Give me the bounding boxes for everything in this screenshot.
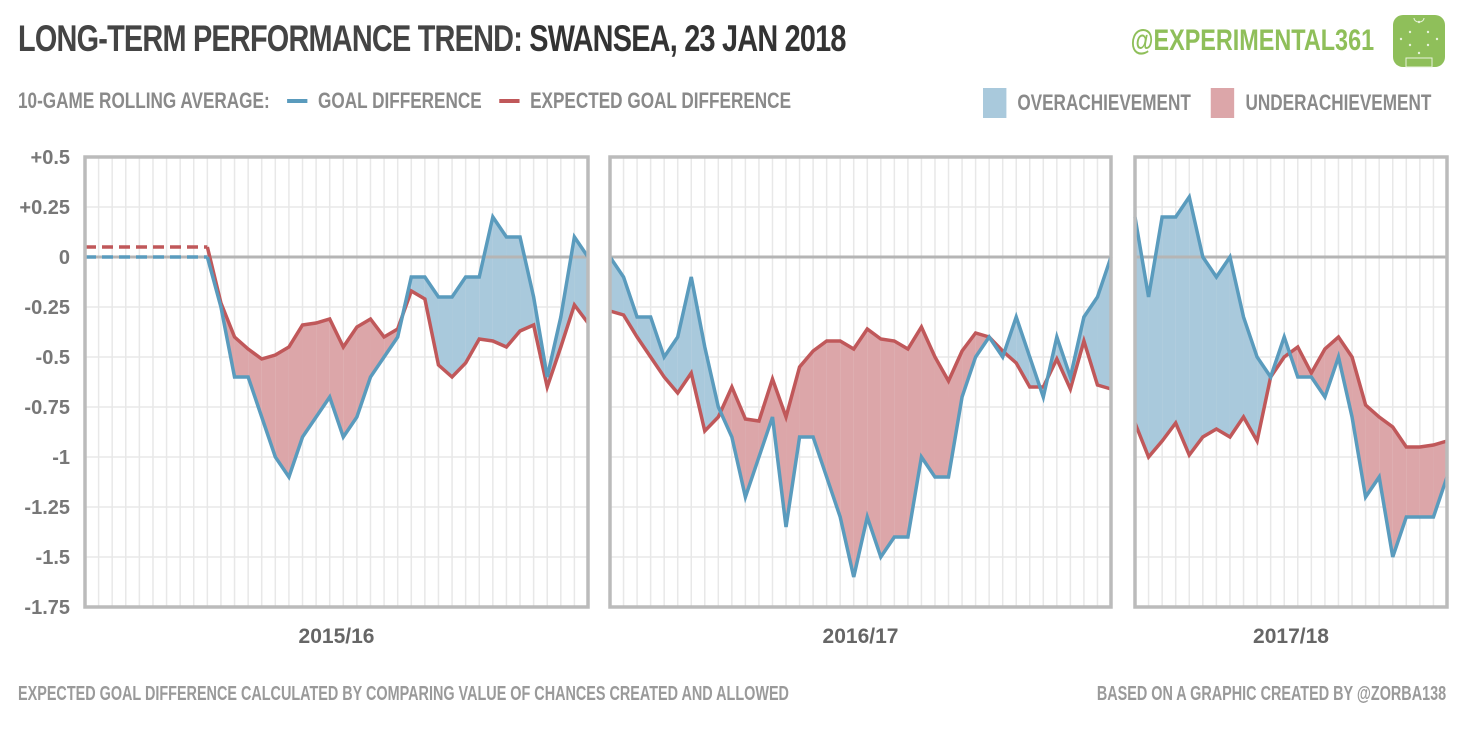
panel-frame — [1133, 155, 1449, 609]
overachievement-area — [637, 317, 651, 357]
overachievement-area — [677, 277, 692, 393]
underachievement-area — [921, 327, 935, 477]
overachievement-area — [1083, 297, 1098, 385]
underachievement-area — [329, 319, 344, 437]
goal-difference-line — [608, 256, 1113, 578]
legend-underachievement: UNDERACHIEVEMENT — [1245, 90, 1432, 115]
football-pitch-icon — [1393, 15, 1445, 68]
overachievement-area — [610, 257, 624, 315]
goal-difference-swatch — [286, 99, 308, 103]
underachievement-area — [907, 327, 922, 537]
footer-credit: BASED ON A GRAPHIC CREATED BY @ZORBA138 — [1096, 683, 1446, 705]
underachievement-area — [1406, 447, 1420, 517]
overachievement-area — [1175, 197, 1190, 455]
panel-frame — [83, 155, 590, 609]
overachievement-area — [691, 277, 705, 431]
underachievement-area — [934, 357, 949, 477]
overachievement-area — [492, 217, 507, 347]
season-label: 2016/17 — [823, 625, 899, 648]
y-tick-label: -0.5 — [36, 347, 70, 369]
underachievement-area — [880, 339, 895, 557]
underachievement-area — [799, 351, 814, 437]
y-tick-label: -1.5 — [36, 547, 70, 569]
y-tick-label: -1.75 — [24, 597, 70, 619]
underachievement-area — [720, 387, 732, 437]
season-label: 2015/16 — [299, 625, 375, 648]
underachievement-area — [840, 341, 854, 577]
panel-2017-18: 2017/18 — [1133, 155, 1449, 648]
y-tick-label: +0.25 — [19, 197, 70, 219]
overachievement-area — [452, 277, 466, 377]
underachievement-area — [1433, 441, 1447, 517]
overachievement-area — [411, 277, 425, 299]
title-prefix: LONG-TERM PERFORMANCE TREND: — [18, 18, 530, 59]
legend-expected-goal-difference: EXPECTED GOAL DIFFERENCE — [530, 88, 792, 113]
expected-goal-difference-line — [205, 246, 590, 394]
overachievement-area — [1202, 257, 1217, 437]
expected-goal-difference-swatch — [498, 99, 520, 103]
legend-lines: 10-GAME ROLLING AVERAGE: GOAL DIFFERENCE… — [18, 88, 791, 114]
twitter-handle: @EXPERIMENTAL361 — [1130, 24, 1374, 57]
title-team: SWANSEA, 23 JAN 2018 — [529, 18, 846, 59]
underachievement-area — [1379, 417, 1393, 557]
overachievement-area — [506, 237, 521, 347]
season-label: 2017/18 — [1253, 625, 1329, 648]
season-panels: 2015/16 2016/17 2017/18 — [83, 155, 1449, 648]
underachievement-area — [745, 419, 759, 497]
y-tick-label: +0.5 — [31, 147, 70, 169]
underachievement-area — [1311, 349, 1325, 397]
underachievement-area — [1352, 357, 1366, 497]
legend-areas: OVERACHIEVEMENT UNDERACHIEVEMENT — [983, 88, 1431, 118]
overachievement-area — [438, 297, 453, 377]
y-axis: +0.5 +0.25 0 -0.25 -0.5 -0.75 -1 -1.25 -1.5 -1.75 — [19, 147, 70, 619]
y-tick-label: -0.25 — [24, 297, 70, 319]
underachievement-area — [1419, 445, 1434, 517]
y-tick-label: 0 — [59, 247, 70, 269]
overachievement-area — [1162, 217, 1176, 441]
underachievement-area — [867, 329, 881, 557]
underachievement-area — [948, 351, 963, 477]
underachievement-area — [275, 347, 289, 477]
legend-overachievement: OVERACHIEVEMENT — [1017, 90, 1191, 115]
overachievement-area — [1016, 317, 1030, 387]
goal-difference-line — [205, 212, 590, 481]
legend-intro: 10-GAME ROLLING AVERAGE: — [18, 88, 270, 113]
underachievement-area — [1365, 405, 1380, 497]
overachievement-area — [520, 237, 534, 331]
y-tick-label: -1.25 — [24, 497, 70, 519]
overachievement-area — [1189, 197, 1203, 455]
underachievement-area — [302, 323, 317, 437]
underachievement-area — [894, 341, 908, 537]
underachievement-area — [356, 319, 371, 417]
underachievement-area — [853, 329, 868, 577]
overachievement-area — [479, 217, 493, 341]
underachievement-area — [758, 379, 773, 457]
overachievement-swatch — [983, 88, 1007, 118]
expected-goal-difference-line — [609, 309, 1112, 435]
underachievement-area — [248, 349, 262, 417]
underachievement-area — [343, 327, 357, 437]
underachievement-area — [288, 325, 303, 477]
underachievement-area — [316, 319, 330, 417]
chart-title: LONG-TERM PERFORMANCE TREND: SWANSEA, 23… — [18, 18, 846, 60]
underachievement-swatch — [1211, 88, 1235, 118]
panel-2016-17: 2016/17 — [608, 155, 1113, 648]
underachievement-area — [261, 355, 276, 457]
overachievement-area — [1216, 257, 1230, 437]
panel-2015-16: 2015/16 — [83, 155, 590, 648]
underachievement-area — [826, 341, 841, 517]
y-tick-label: -0.75 — [24, 397, 70, 419]
footer-note: EXPECTED GOAL DIFFERENCE CALCULATED BY C… — [18, 683, 789, 705]
legend-goal-difference: GOAL DIFFERENCE — [318, 88, 482, 113]
goal-difference-line — [1133, 192, 1449, 558]
y-tick-label: -1 — [52, 447, 70, 469]
panel-frame — [608, 155, 1113, 609]
